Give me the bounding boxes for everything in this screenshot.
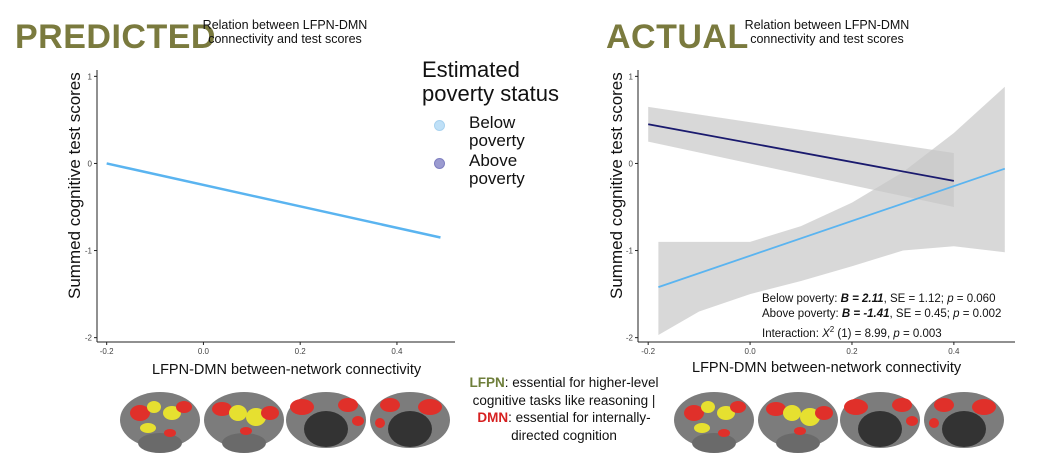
actual-y-tick-label: -2 [626,334,634,343]
actual-line-below-poverty [658,167,1006,288]
actual-x-tick-label: 0.2 [846,347,858,356]
predicted-x-axis-label: LFPN-DMN between-network connectivity [152,362,422,378]
stats-line-below: Below poverty: B = 2.11, SE = 1.12; p = … [762,293,996,305]
actual-subtitle-line1: Relation between LFPN-DMN [744,18,910,32]
actual-brain-images [674,392,1004,453]
predicted-y-tick-label: -1 [85,247,93,256]
predicted-heading: PREDICTED [15,18,216,56]
actual-heading: ACTUAL [606,18,749,56]
legend-label-below: Below poverty [469,113,525,150]
predicted-x-tick-label: 0.0 [198,347,210,356]
actual-ci-band-above-poverty [648,106,954,207]
brain-lateral-right-1-icon [204,392,284,453]
actual-subtitle-line2: connectivity and test scores [750,32,904,46]
actual-y-tick-label: 0 [629,159,634,168]
actual-ci-band-below-poverty [658,86,1005,336]
legend-title-line2: poverty status [422,81,559,106]
legend-item-above-poverty: Above poverty [434,152,549,188]
actual-y-tick-label: -1 [626,247,634,256]
actual-x-tick-label: 0.4 [948,347,960,356]
predicted-brain-images [120,392,450,453]
brain-medial-left-1-icon [286,392,366,448]
actual-y-tick-label: 1 [629,72,634,81]
predicted-x-tick-label: -0.2 [100,347,114,356]
predicted-x-tick-label: 0.4 [391,347,403,356]
legend-swatch-above [434,158,445,169]
brain-lateral-left-2-icon [674,392,754,453]
stats-line-above: Above poverty: B = -1.41, SE = 0.45; p =… [762,308,1002,320]
legend-swatch-below [434,120,445,131]
predicted-subtitle-line1: Relation between LFPN-DMN [202,18,368,32]
predicted-x-tick-label: 0.2 [295,347,307,356]
actual-line-above-poverty [648,123,955,182]
predicted-y-tick-label: 1 [88,72,93,81]
dmn-term: DMN [477,410,509,425]
actual-x-axis-label: LFPN-DMN between-network connectivity [692,360,962,376]
actual-x-tick-label: 0.0 [745,347,757,356]
predicted-y-tick-label: 0 [88,159,93,168]
brain-lateral-right-2-icon [758,392,838,453]
dmn-description: : essential for internally-directed cogn… [508,410,651,443]
predicted-subtitle-line2: connectivity and test scores [208,32,362,46]
stats-line-interaction: Interaction: X2 (1) = 8.99, p = 0.003 [762,325,942,340]
legend-item-below-poverty: Below poverty [434,114,549,150]
legend-title-line1: Estimated [422,57,520,82]
predicted-line-below-poverty [106,162,441,239]
legend-label-above: Above poverty [469,151,525,188]
predicted-subtitle: Relation between LFPN-DMN connectivity a… [190,18,380,46]
legend-title: Estimated poverty status [422,58,559,106]
lfpn-description: : essential for higher-level cognitive t… [472,375,659,408]
brain-medial-right-1-icon [370,392,450,448]
brain-medial-left-2-icon [840,392,920,448]
stats-block: Below poverty: B = 2.11, SE = 1.12; p = … [762,292,1001,342]
brain-lateral-left-1-icon [120,392,200,453]
brain-medial-right-2-icon [924,392,1004,448]
actual-subtitle: Relation between LFPN-DMN connectivity a… [732,18,922,46]
lfpn-term: LFPN [469,375,505,390]
network-description: LFPN: essential for higher-level cogniti… [464,374,664,444]
actual-x-tick-label: -0.2 [641,347,655,356]
predicted-y-tick-label: -2 [85,334,93,343]
